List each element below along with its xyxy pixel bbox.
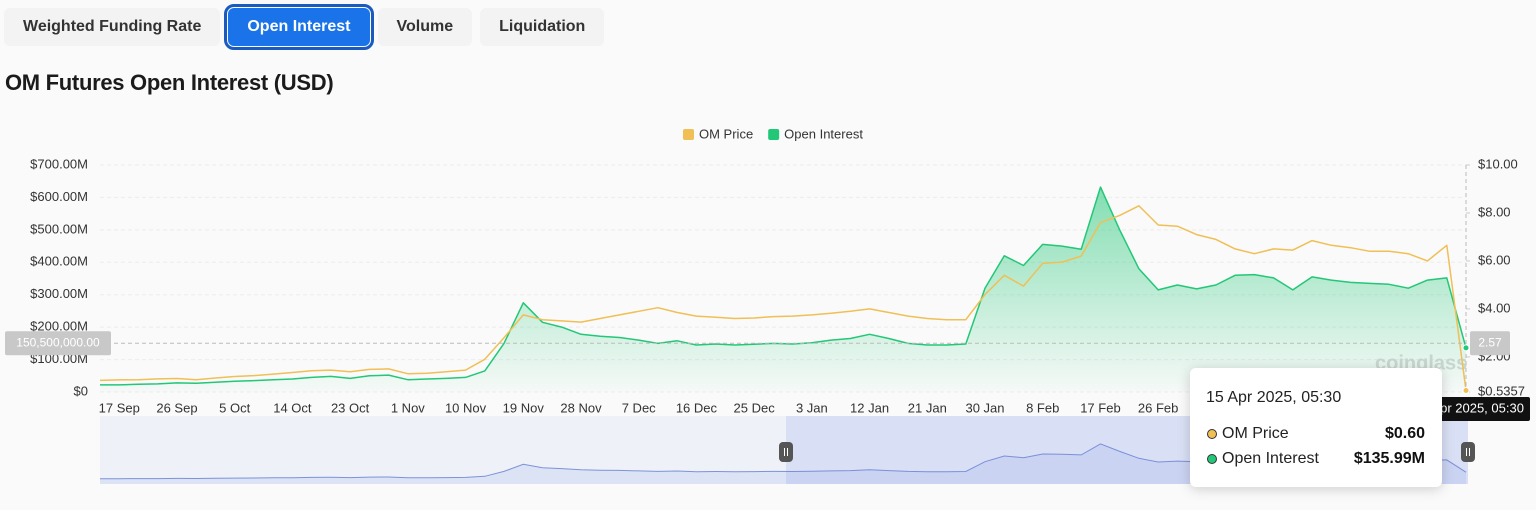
y-tick-label: $500.00M	[30, 221, 88, 236]
y-tick-label: $400.00M	[30, 254, 88, 269]
x-tick-label: 16 Dec	[676, 400, 718, 415]
x-tick-label: 17 Sep	[99, 400, 140, 415]
series-line	[99, 205, 1467, 391]
legend-label: Open Interest	[784, 126, 863, 141]
x-tick-label: 10 Nov	[445, 400, 487, 415]
tooltip-value: $135.99M	[1354, 450, 1425, 467]
x-tick-label: 3 Jan	[796, 400, 828, 415]
tab[interactable]: Weighted Funding Rate	[4, 8, 221, 46]
tab[interactable]: Liquidation	[480, 8, 605, 46]
tooltip-box	[1190, 368, 1442, 487]
x-tick-label: 26 Sep	[156, 400, 197, 415]
x-tick-label: 25 Dec	[734, 400, 776, 415]
tooltip-dot	[1207, 454, 1217, 464]
legend-swatch	[768, 129, 780, 140]
x-tick-label: 21 Jan	[908, 400, 947, 415]
legend-label: OM Price	[699, 126, 753, 141]
navigator-handle[interactable]	[1461, 442, 1475, 462]
series-area	[100, 187, 1466, 392]
tab-bar: Weighted Funding Rate Open Interest Volume…	[4, 4, 605, 50]
y2-tick-label: $6.00	[1478, 252, 1511, 267]
x-tick-label: 26 Feb	[1138, 400, 1178, 415]
y2-tick-label: $0.5357	[1478, 383, 1525, 398]
tab[interactable]: Volume	[377, 8, 473, 46]
hover-dot	[1462, 344, 1470, 352]
navigator-area	[100, 443, 1466, 484]
x-tick-label: 17 Feb	[1080, 400, 1120, 415]
pointer-y-label-bg	[5, 331, 111, 356]
y-tick-label: $0	[74, 383, 88, 398]
x-tick-label: 5 Oct	[219, 400, 250, 415]
y2-tick-label: $8.00	[1478, 204, 1511, 219]
navigator-handle[interactable]	[779, 442, 793, 462]
y-tick-label: $600.00M	[30, 189, 88, 204]
tooltip-name: OM Price	[1222, 425, 1289, 442]
pointer-y-label: 150,500,000.00	[16, 335, 100, 349]
y-tick-label: $300.00M	[30, 286, 88, 301]
x-tick-label: 23 Oct	[331, 400, 370, 415]
x-tick-label: 1 Nov	[391, 400, 425, 415]
tooltip-name: Open Interest	[1222, 450, 1320, 467]
x-tick-label: 7 Dec	[622, 400, 656, 415]
chart-title: OM Futures Open Interest (USD)	[5, 70, 334, 95]
y2-tick-label: $4.00	[1478, 300, 1511, 315]
tooltip-title: 15 Apr 2025, 05:30	[1206, 389, 1341, 406]
y-tick-label: $700.00M	[30, 156, 88, 171]
legend-swatch	[683, 129, 694, 140]
y2-tick-label: $10.00	[1478, 156, 1518, 171]
hover-dot	[1462, 386, 1470, 394]
tooltip-value: $0.60	[1385, 425, 1425, 442]
tooltip-dot	[1207, 429, 1217, 439]
x-tick-label: 8 Feb	[1026, 400, 1059, 415]
tab[interactable]: Open Interest	[224, 4, 374, 50]
y-tick-label: $200.00M	[30, 319, 88, 334]
x-tick-label: 12 Jan	[850, 400, 889, 415]
x-tick-label: 14 Oct	[273, 400, 312, 415]
series-line	[100, 186, 1467, 386]
x-tick-label: 19 Nov	[503, 400, 545, 415]
pointer-y2-label-bg	[1470, 331, 1510, 356]
pointer-y2-label: 2.57	[1478, 335, 1502, 349]
x-tick-label: 28 Nov	[560, 400, 602, 415]
x-tick-label: 30 Jan	[965, 400, 1004, 415]
